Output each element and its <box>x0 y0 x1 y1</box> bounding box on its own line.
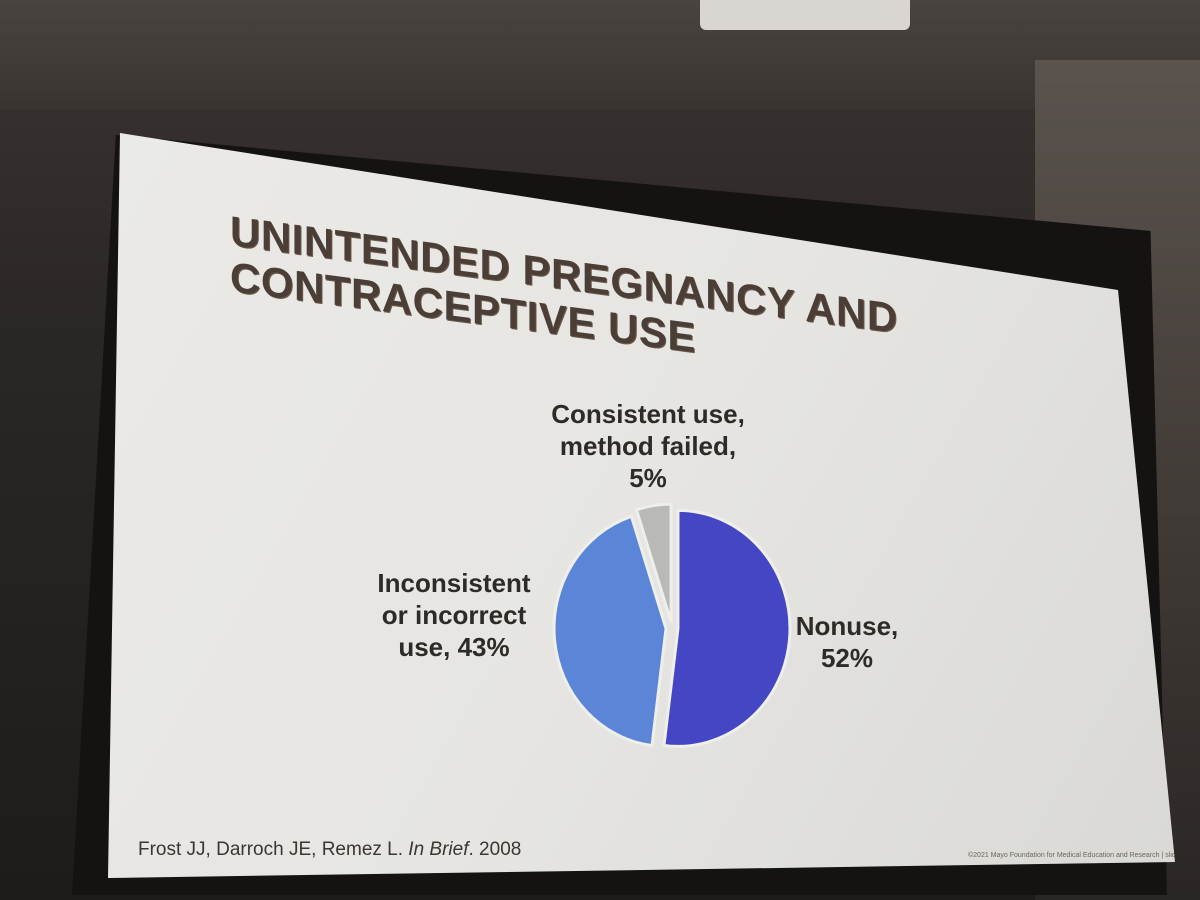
source-citation: Frost JJ, Darroch JE, Remez L. In Brief.… <box>138 839 521 861</box>
citation-year: . 2008 <box>468 839 522 860</box>
slice-label-inconsistent-line-1: Inconsistent <box>377 568 531 598</box>
slice-label-consistent-use: Consistent use, method failed, 5% <box>548 398 748 494</box>
ceiling-light <box>700 0 910 30</box>
slice-label-nonuse-line-2: 52% <box>820 643 874 673</box>
slice-label-consistent-line-1: Consistent use, <box>551 399 745 429</box>
slice-label-nonuse-line-1: Nonuse, <box>795 611 899 641</box>
slice-label-consistent-line-2: method failed, <box>559 431 737 461</box>
slice-label-inconsistent-line-3: use, 43% <box>398 632 510 662</box>
pie-slice-inconsistent-use <box>552 514 668 748</box>
slice-label-nonuse: Nonuse, 52% <box>792 610 902 674</box>
citation-journal: In Brief <box>408 839 469 860</box>
ceiling <box>0 0 1200 110</box>
pie-slice-nonuse <box>662 508 792 748</box>
slice-label-inconsistent-use: Inconsistent or incorrect use, 43% <box>364 567 544 663</box>
slice-label-consistent-line-3: 5% <box>629 463 667 493</box>
pie-slice-consistent-use <box>634 502 673 623</box>
slide-copyright: ©2021 Mayo Foundation for Medical Educat… <box>968 852 1186 859</box>
citation-authors: Frost JJ, Darroch JE, Remez L. <box>138 839 409 860</box>
slice-label-inconsistent-line-2: or incorrect <box>381 600 527 630</box>
